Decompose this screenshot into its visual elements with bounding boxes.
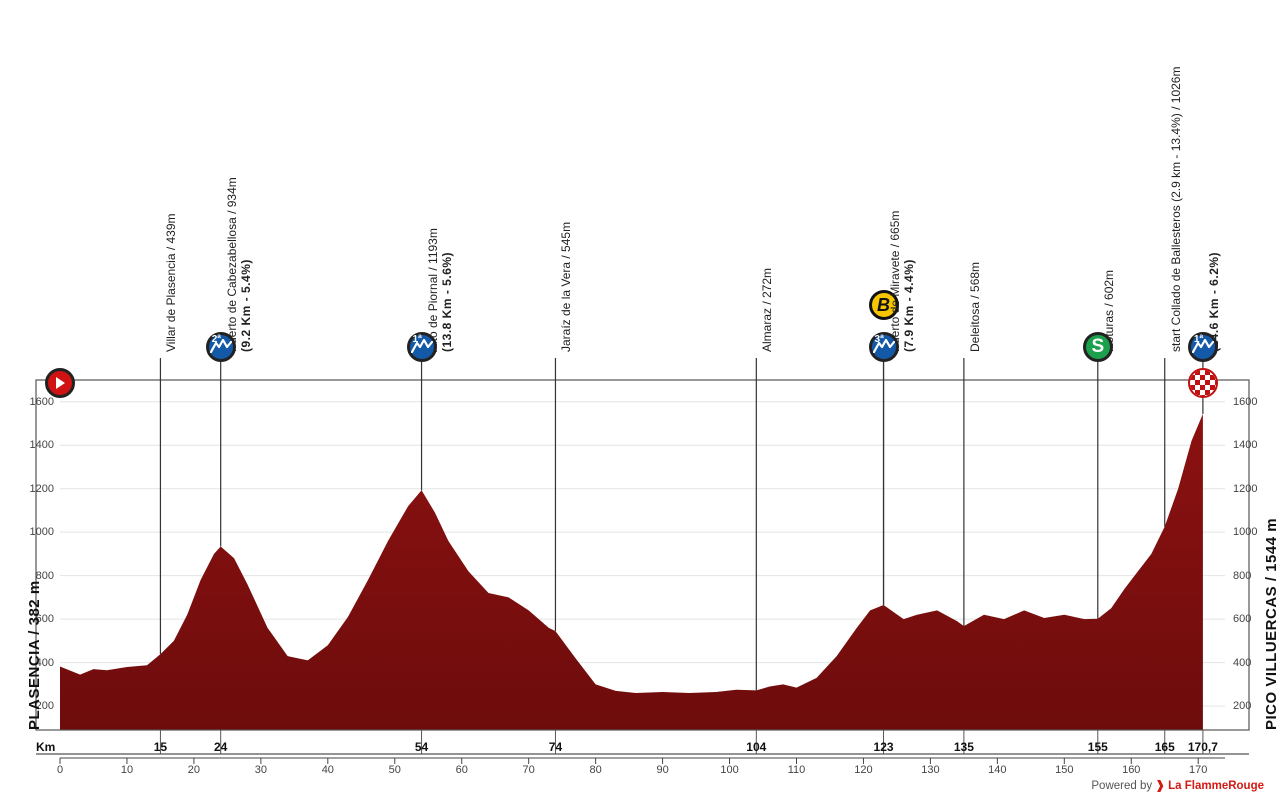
category-icon: 2ª xyxy=(206,332,236,362)
marker-label: Almaraz / 272m xyxy=(760,268,774,352)
marker-label: start Collado de Ballesteros (2.9 km - 1… xyxy=(1169,67,1183,352)
start-icon xyxy=(45,368,75,398)
sprint-icon: S xyxy=(1083,332,1113,362)
profile-svg xyxy=(0,0,1280,795)
category-icon: 1ª xyxy=(407,332,437,362)
marker-label: Puerto de Cabezabellosa / 934m(9.2 Km - … xyxy=(225,177,253,352)
finish-icon xyxy=(1188,368,1218,398)
marker-label: Deleitosa / 568m xyxy=(968,262,982,352)
marker-label: Puerto de Miravete / 665m(7.9 Km - 4.4%) xyxy=(888,211,916,352)
marker-label: Villar de Plasencia / 439m xyxy=(164,213,178,352)
category-icon: 3ª xyxy=(869,332,899,362)
marker-label: Jaraíz de la Vera / 545m xyxy=(559,222,573,352)
credit-text: Powered by ❱ La FlammeRouge xyxy=(1091,778,1264,792)
marker-label: Alto de Piornal / 1193m(13.8 Km - 5.6%) xyxy=(426,228,454,352)
stage-profile-chart: 2002004004006006008008001000100012001200… xyxy=(0,0,1280,795)
category-icon: 1ª xyxy=(1188,332,1218,362)
